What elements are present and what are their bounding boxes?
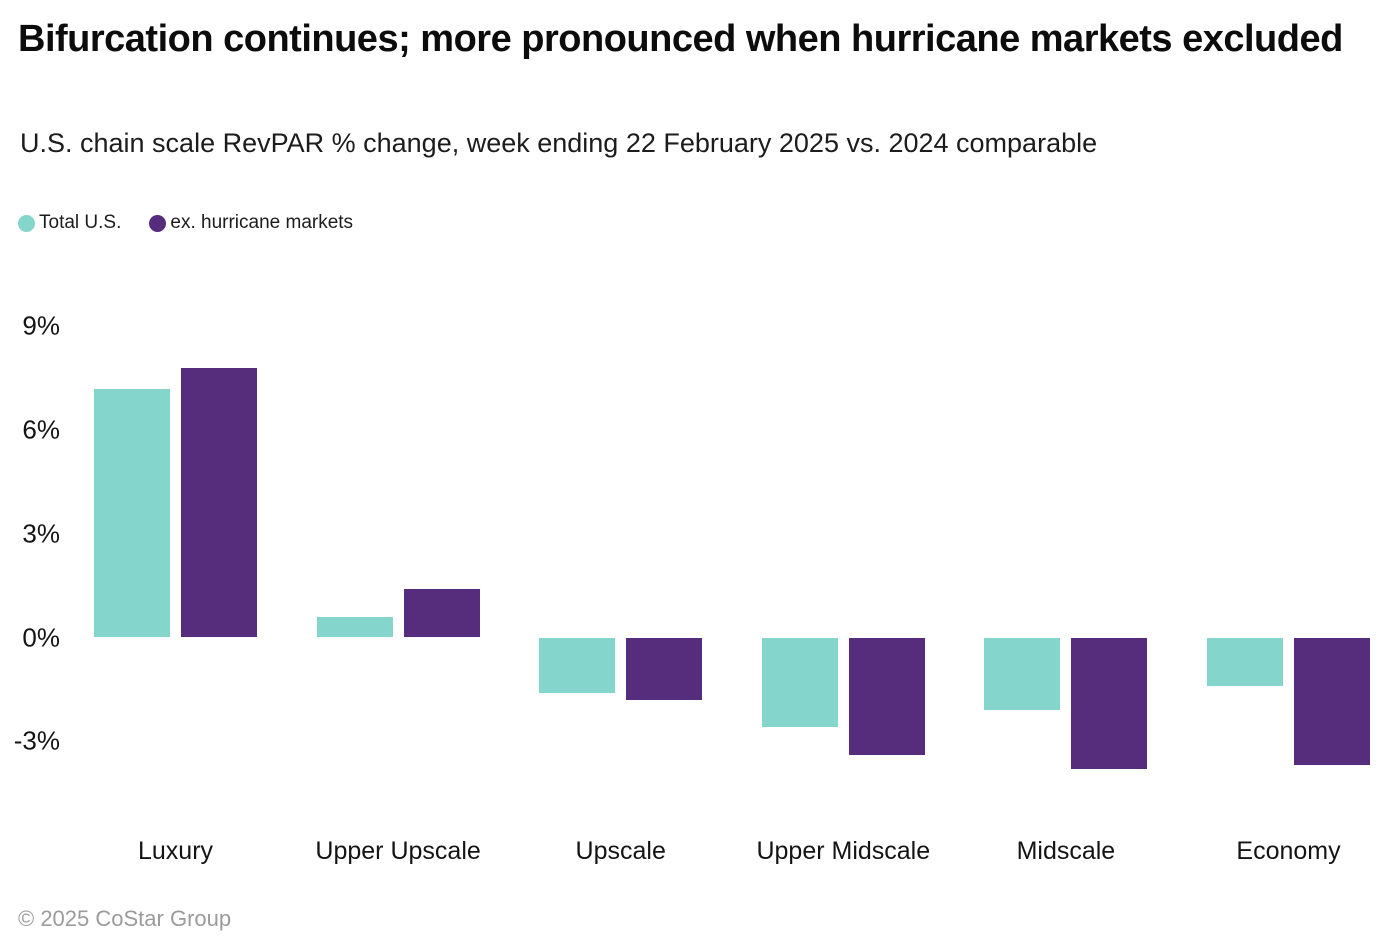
bar-total-us-upscale bbox=[539, 637, 616, 693]
bar-total-us-upper-midscale bbox=[761, 637, 838, 728]
x-axis-category-label: Upper Midscale bbox=[756, 837, 931, 865]
y-axis-tick-label: -3% bbox=[13, 725, 60, 756]
legend: Total U.S. ex. hurricane markets bbox=[18, 212, 353, 234]
x-axis-category-label: Luxury bbox=[137, 837, 214, 865]
chart-title: Bifurcation continues; more pronounced w… bbox=[18, 18, 1343, 60]
y-axis-tick-label: 6% bbox=[22, 414, 60, 445]
bar-ex-hurricane-midscale bbox=[1071, 637, 1148, 769]
bar-ex-hurricane-economy bbox=[1294, 637, 1370, 766]
legend-dot-ex-hurricane-icon bbox=[149, 214, 167, 232]
bar-ex-hurricane-upper-midscale bbox=[848, 637, 925, 756]
x-axis-category-label: Upscale bbox=[575, 837, 666, 865]
bar-ex-hurricane-upscale bbox=[626, 637, 703, 700]
x-axis-category-label: Economy bbox=[1236, 837, 1341, 865]
legend-dot-total-us-icon bbox=[18, 214, 35, 232]
x-axis-category-label: Midscale bbox=[1016, 837, 1116, 865]
bar-total-us-upper-upscale bbox=[316, 616, 393, 638]
chart-subtitle: U.S. chain scale RevPAR % change, week e… bbox=[20, 128, 1098, 158]
bar-ex-hurricane-upper-upscale bbox=[403, 589, 480, 638]
y-axis-tick-label: 0% bbox=[22, 622, 60, 652]
bar-total-us-luxury bbox=[94, 388, 170, 638]
legend-label-ex-hurricane: ex. hurricane markets bbox=[170, 212, 354, 233]
y-axis-tick-label: 9% bbox=[22, 310, 60, 341]
y-axis-tick-label: 3% bbox=[22, 518, 60, 549]
copyright-note: © 2025 CoStar Group bbox=[18, 906, 232, 931]
legend-item-total-us: Total U.S. bbox=[18, 212, 121, 234]
legend-label-total-us: Total U.S. bbox=[39, 212, 122, 233]
legend-item-ex-hurricane: ex. hurricane markets bbox=[149, 212, 353, 234]
x-axis-category-label: Upper Upscale bbox=[315, 837, 481, 865]
bar-ex-hurricane-luxury bbox=[181, 367, 257, 638]
bar-total-us-midscale bbox=[984, 637, 1061, 711]
bar-total-us-economy bbox=[1207, 637, 1283, 686]
